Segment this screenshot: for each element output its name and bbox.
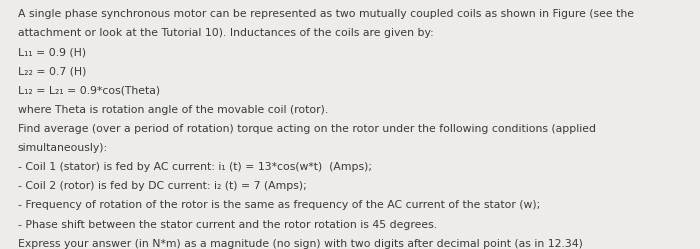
Text: - Coil 1 (stator) is fed by AC current: i₁ (t) = 13*cos(w*t)  (Amps);: - Coil 1 (stator) is fed by AC current: … <box>18 162 372 172</box>
Text: A single phase synchronous motor can be represented as two mutually coupled coil: A single phase synchronous motor can be … <box>18 9 634 19</box>
Text: simultaneously):: simultaneously): <box>18 143 108 153</box>
Text: where Theta is rotation angle of the movable coil (rotor).: where Theta is rotation angle of the mov… <box>18 105 328 115</box>
Text: - Coil 2 (rotor) is fed by DC current: i₂ (t) = 7 (Amps);: - Coil 2 (rotor) is fed by DC current: i… <box>18 181 307 191</box>
Text: L₁₂ = L₂₁ = 0.9*cos(Theta): L₁₂ = L₂₁ = 0.9*cos(Theta) <box>18 85 160 95</box>
Text: Express your answer (in N*m) as a magnitude (no sign) with two digits after deci: Express your answer (in N*m) as a magnit… <box>18 239 582 249</box>
Text: - Phase shift between the stator current and the rotor rotation is 45 degrees.: - Phase shift between the stator current… <box>18 220 437 230</box>
Text: Find average (over a period of rotation) torque acting on the rotor under the fo: Find average (over a period of rotation)… <box>18 124 596 134</box>
Text: L₂₂ = 0.7 (H): L₂₂ = 0.7 (H) <box>18 66 86 76</box>
Text: - Frequency of rotation of the rotor is the same as frequency of the AC current : - Frequency of rotation of the rotor is … <box>18 200 540 210</box>
Text: L₁₁ = 0.9 (H): L₁₁ = 0.9 (H) <box>18 47 85 57</box>
Text: attachment or look at the Tutorial 10). Inductances of the coils are given by:: attachment or look at the Tutorial 10). … <box>18 28 433 38</box>
